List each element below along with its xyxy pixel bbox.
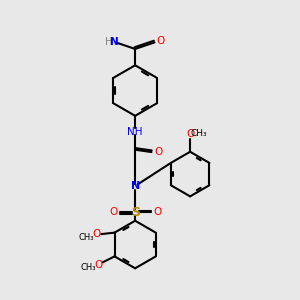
Text: O: O <box>94 260 102 270</box>
Text: O: O <box>154 147 162 157</box>
Text: H: H <box>105 37 112 47</box>
Text: O: O <box>153 207 161 218</box>
Text: O: O <box>109 207 117 218</box>
Text: N: N <box>130 181 140 191</box>
Text: O: O <box>186 129 194 139</box>
Text: CH₃: CH₃ <box>80 263 95 272</box>
Text: O: O <box>93 229 101 239</box>
Text: N: N <box>110 37 119 47</box>
Text: O: O <box>157 36 165 46</box>
Text: CH₃: CH₃ <box>191 130 207 139</box>
Text: CH₃: CH₃ <box>79 232 94 242</box>
Text: S: S <box>130 206 140 219</box>
Text: NH: NH <box>128 127 143 137</box>
